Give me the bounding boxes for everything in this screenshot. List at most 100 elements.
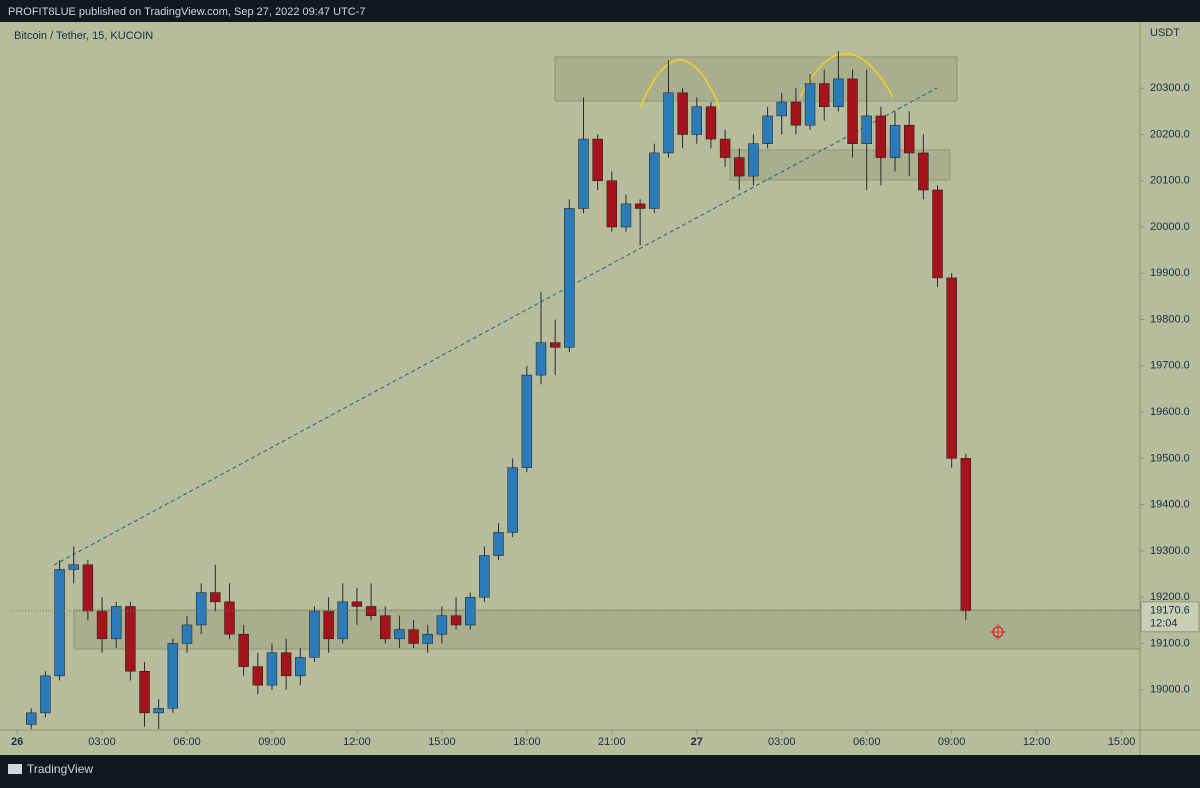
candle-body <box>295 657 306 677</box>
candle-body <box>309 610 320 658</box>
candle-body <box>946 277 957 459</box>
x-tick-label: 15:00 <box>428 736 456 748</box>
candle-body <box>139 670 150 714</box>
trend-line <box>53 87 938 566</box>
candle-body <box>224 601 235 635</box>
y-tick-label: 20000.0 <box>1150 221 1190 233</box>
header: PROFIT8LUE published on TradingView.com,… <box>8 6 366 18</box>
candle-body <box>705 106 717 140</box>
y-tick-label: 19900.0 <box>1150 267 1190 279</box>
x-tick-label: 09:00 <box>258 736 286 748</box>
y-tick-label: 19400.0 <box>1150 499 1190 511</box>
x-tick-label: 03:00 <box>768 736 796 748</box>
candle-body <box>578 138 589 209</box>
top-bar <box>0 0 1200 22</box>
x-tick-label: 27 <box>691 736 703 748</box>
candle-body <box>521 374 533 468</box>
x-tick-label: 06:00 <box>173 736 201 748</box>
candle-body <box>918 152 929 191</box>
x-tick-label: 12:00 <box>343 736 371 748</box>
x-tick-label: 18:00 <box>513 736 541 748</box>
candle-body <box>54 569 65 677</box>
y-tick-label: 19800.0 <box>1150 313 1190 325</box>
chart-title: Bitcoin / Tether, 15, KUCOIN <box>14 30 153 42</box>
candle-body <box>719 138 731 158</box>
resistance-zone <box>554 56 958 102</box>
neckline-zone <box>729 149 951 181</box>
last-price-box <box>1140 601 1200 633</box>
target-icon <box>990 624 1006 640</box>
y-tick-label: 19000.0 <box>1150 684 1190 696</box>
y-axis-label: USDT <box>1150 27 1180 39</box>
candle-body <box>238 633 249 667</box>
candle-body <box>153 708 164 714</box>
candle-body <box>422 633 433 644</box>
y-tick-label: 19500.0 <box>1150 452 1190 464</box>
candle-body <box>125 606 136 672</box>
candle-body <box>535 342 547 376</box>
x-tick-label: 15:00 <box>1108 736 1136 748</box>
y-tick-label: 20300.0 <box>1150 82 1190 94</box>
candle-body <box>110 606 122 640</box>
candle-body <box>68 564 79 570</box>
candle-body <box>40 675 51 714</box>
candle-body <box>26 712 37 725</box>
candle-body <box>691 106 702 135</box>
candle-body <box>181 624 193 644</box>
candle-body <box>450 615 462 626</box>
candle-body <box>889 124 901 158</box>
candle-body <box>663 92 674 154</box>
left-shoulder-arc <box>639 59 721 109</box>
candle-body <box>195 592 207 626</box>
support-zone <box>73 609 1141 650</box>
bottom-bar <box>0 755 1200 783</box>
candle-body <box>507 467 518 533</box>
candle-body <box>394 629 405 640</box>
candle-body <box>351 601 363 607</box>
x-tick-label: 26 <box>11 736 23 748</box>
x-tick-label: 09:00 <box>938 736 966 748</box>
candle-body <box>748 143 759 177</box>
candle-body <box>167 643 179 709</box>
y-tick-label: 19200.0 <box>1150 591 1190 603</box>
candle-body <box>776 101 787 117</box>
candle-body <box>252 666 264 686</box>
candle-body <box>323 610 334 640</box>
y-tick-label: 19100.0 <box>1150 637 1190 649</box>
candle-body <box>549 342 561 348</box>
candle-body <box>790 101 802 126</box>
candle-body <box>620 203 632 228</box>
candle-body <box>606 180 618 228</box>
y-tick-label: 19700.0 <box>1150 360 1190 372</box>
candle-body <box>861 115 872 144</box>
candle-body <box>734 157 745 177</box>
candle-body <box>932 189 943 279</box>
candle-body <box>677 92 688 135</box>
logo <box>8 764 22 774</box>
candle-body <box>847 78 858 144</box>
plot <box>26 51 972 730</box>
x-tick-label: 12:00 <box>1023 736 1051 748</box>
candle-body <box>493 532 504 556</box>
last-price-label: 19170.6 <box>1150 605 1190 617</box>
candle-body <box>564 208 575 348</box>
candle-body <box>960 458 972 612</box>
candle-body <box>96 610 108 640</box>
candle-body <box>82 564 94 612</box>
candle-body <box>762 115 773 144</box>
footer: TradingView <box>27 762 93 776</box>
candle-body <box>266 652 278 686</box>
candle-body <box>649 152 660 209</box>
candle-body <box>280 652 292 677</box>
candle-body <box>903 124 915 154</box>
y-tick-label: 20200.0 <box>1150 128 1190 140</box>
countdown-label: 12:04 <box>1150 618 1178 630</box>
candle-body <box>436 615 448 635</box>
x-tick-label: 06:00 <box>853 736 881 748</box>
candle-body <box>337 601 348 640</box>
candle-body <box>408 629 419 644</box>
candle-body <box>875 115 887 158</box>
x-tick-label: 03:00 <box>88 736 116 748</box>
